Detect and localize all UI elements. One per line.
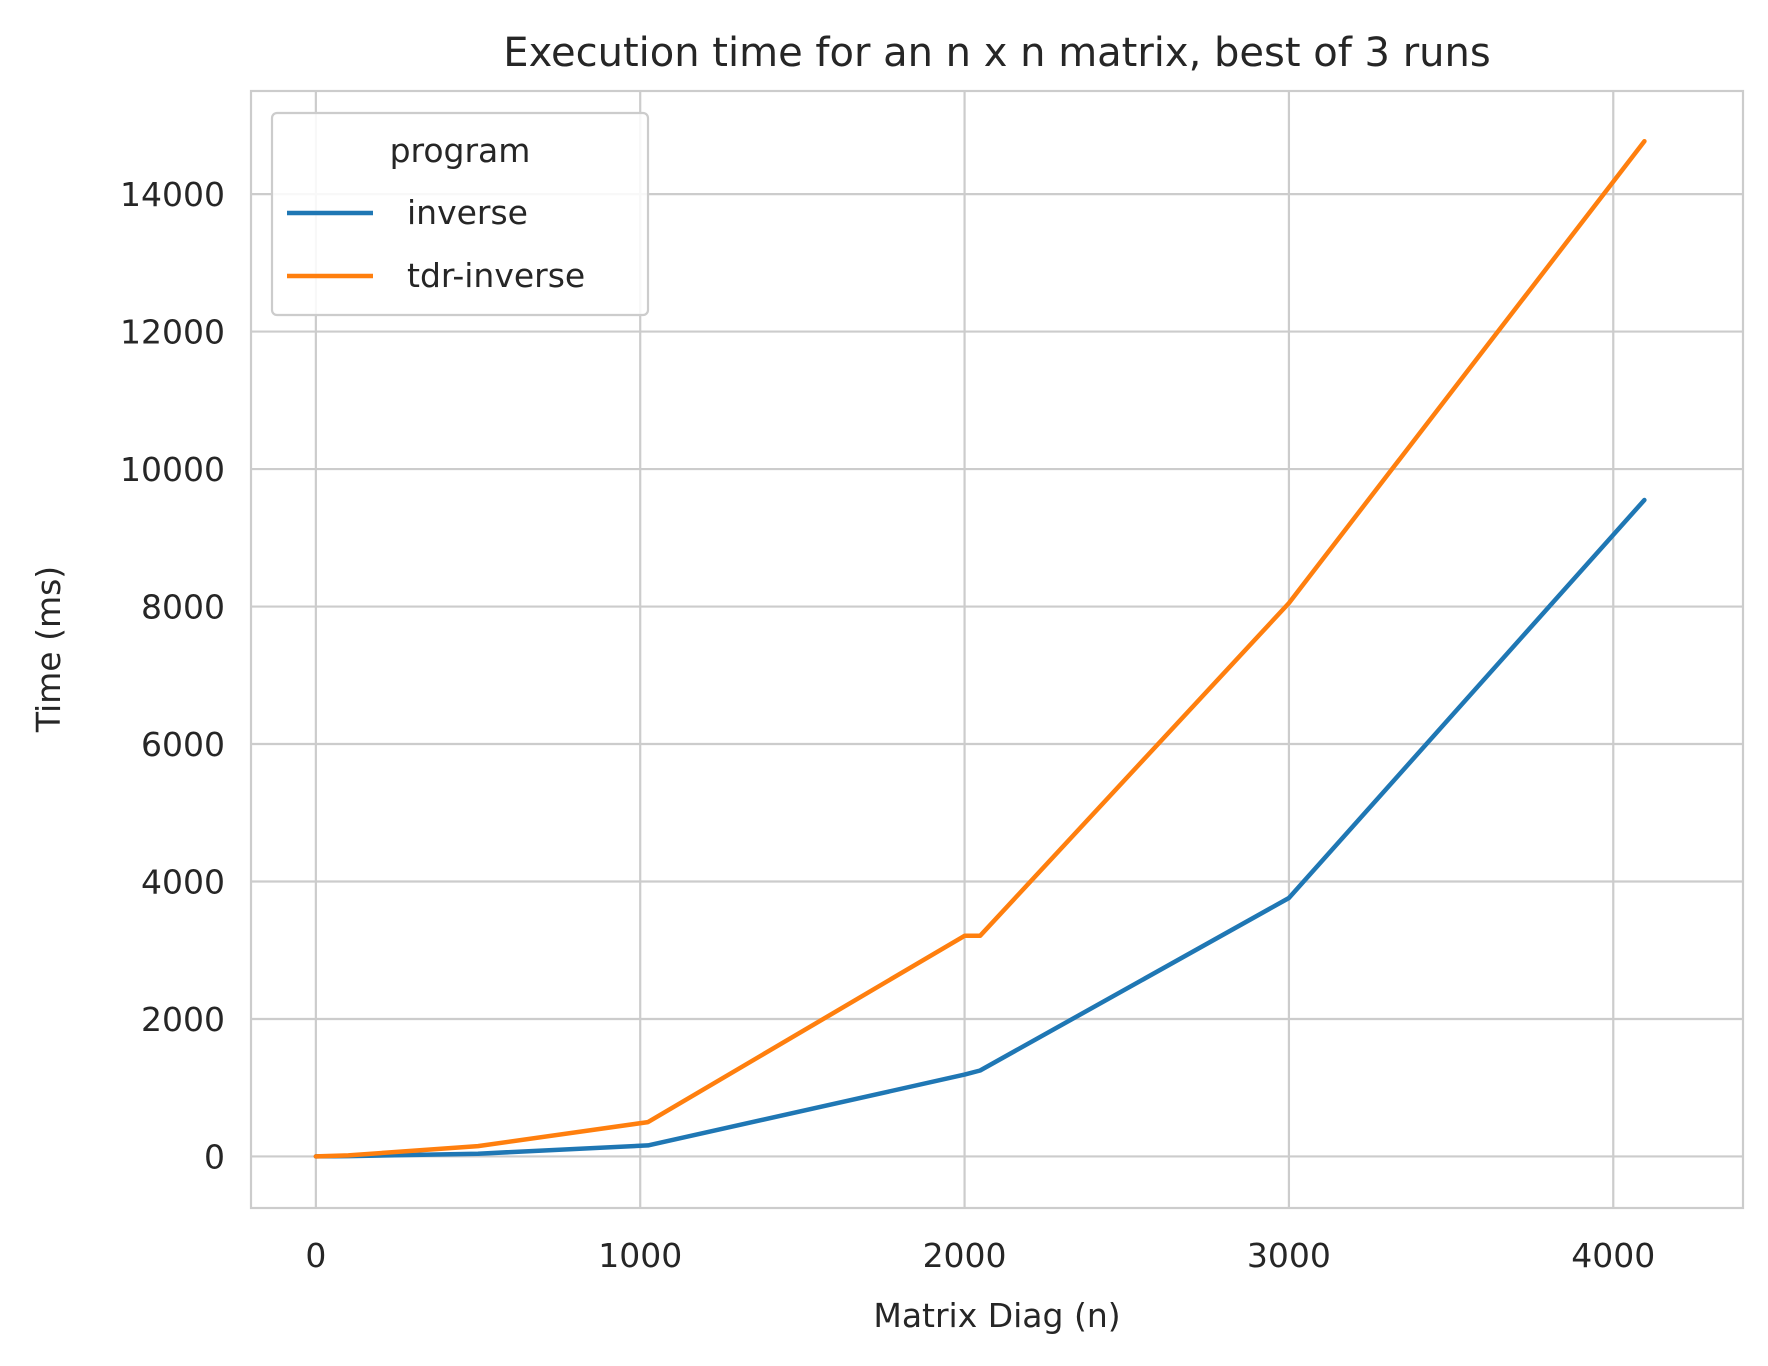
y-tick-label: 14000	[120, 175, 225, 214]
y-tick-label: 12000	[120, 313, 225, 352]
y-tick-label: 0	[204, 1137, 225, 1176]
legend-box	[270, 111, 650, 317]
x-tick-label: 4000	[1571, 1236, 1655, 1275]
y-tick-label: 10000	[120, 450, 225, 489]
legend-title: program	[390, 131, 531, 170]
chart-title: Execution time for an n x n matrix, best…	[503, 30, 1490, 76]
series-lines	[313, 138, 1647, 1159]
x-tick-label: 2000	[923, 1236, 1007, 1275]
x-tick-label: 0	[305, 1236, 326, 1275]
legend: program inverse tdr-inverse	[270, 111, 650, 317]
tick-labels: 0 1000 2000 3000 4000 0 2000 4000 6000 8000 10000 1…	[120, 175, 1655, 1275]
y-tick-label: 2000	[141, 1000, 225, 1039]
legend-items: inverse tdr-inverse	[287, 193, 585, 295]
legend-label-inverse: inverse	[407, 193, 528, 232]
y-tick-label: 6000	[141, 725, 225, 764]
x-axis-label: Matrix Diag (n)	[873, 1296, 1120, 1335]
series-line-tdr-inverse	[313, 138, 1647, 1159]
y-tick-label: 8000	[141, 588, 225, 627]
legend-label-tdr-inverse: tdr-inverse	[407, 256, 585, 295]
plot-area-frame	[249, 89, 1745, 1210]
y-tick-label: 4000	[141, 862, 225, 901]
y-axis-label: Time (ms)	[29, 566, 68, 733]
x-tick-label: 1000	[598, 1236, 682, 1275]
grid-lines	[251, 91, 1743, 1208]
x-tick-label: 3000	[1247, 1236, 1331, 1275]
